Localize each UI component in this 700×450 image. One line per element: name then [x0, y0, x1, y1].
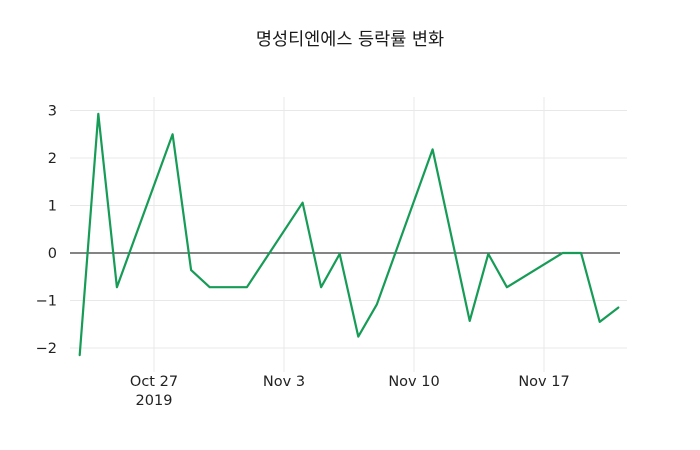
data-series: [78, 112, 620, 357]
price-change-line: [78, 112, 620, 357]
x-gridlines: [153, 97, 545, 372]
x-tick-labels: Oct 27 2019 Nov 3 Nov 10 Nov 17: [130, 374, 570, 409]
chart-title: 명성티엔에스 등락률 변화: [256, 30, 444, 50]
x-tick-label: Oct 27: [130, 374, 178, 390]
x-tick-label: Nov 17: [518, 374, 569, 390]
x-tick-label: Nov 3: [263, 374, 305, 390]
y-tick-label: 0: [48, 246, 57, 262]
y-tick-labels: 3 2 1 0 −1 −2: [36, 104, 57, 358]
y-tick-label: 1: [48, 199, 57, 215]
y-tick-label: −1: [36, 294, 57, 310]
y-tick-label: −2: [36, 341, 57, 357]
y-tick-label: 3: [48, 104, 57, 120]
x-tick-label: Nov 10: [388, 374, 439, 390]
x-tick-year-label: 2019: [136, 393, 173, 409]
y-tick-label: 2: [48, 151, 57, 167]
